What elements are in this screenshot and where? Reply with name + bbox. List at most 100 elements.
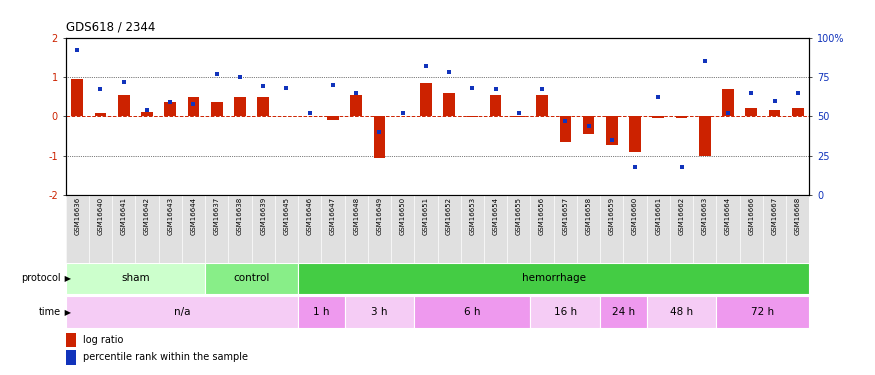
Text: GSM16657: GSM16657 bbox=[563, 197, 569, 235]
Bar bbox=[769, 110, 780, 116]
Text: GSM16666: GSM16666 bbox=[748, 197, 754, 235]
Point bbox=[721, 110, 735, 116]
Text: percentile rank within the sample: percentile rank within the sample bbox=[83, 352, 248, 362]
Text: GSM16648: GSM16648 bbox=[354, 197, 359, 235]
Bar bbox=[66, 262, 205, 294]
Text: GSM16642: GSM16642 bbox=[144, 197, 150, 235]
Text: GSM16668: GSM16668 bbox=[794, 197, 801, 235]
Point bbox=[349, 90, 363, 96]
Point bbox=[697, 58, 711, 64]
Bar bbox=[606, 116, 618, 145]
Text: 48 h: 48 h bbox=[670, 307, 693, 317]
Bar bbox=[536, 94, 548, 116]
Point bbox=[767, 98, 781, 104]
Text: GSM16663: GSM16663 bbox=[702, 197, 708, 235]
Point bbox=[256, 83, 270, 89]
Text: GSM16655: GSM16655 bbox=[516, 197, 522, 235]
Text: GSM16647: GSM16647 bbox=[330, 197, 336, 235]
Point bbox=[651, 94, 665, 100]
Text: GSM16661: GSM16661 bbox=[655, 197, 662, 235]
Bar bbox=[298, 262, 809, 294]
Bar bbox=[717, 296, 809, 328]
Text: GSM16664: GSM16664 bbox=[725, 197, 731, 235]
Text: GSM16660: GSM16660 bbox=[632, 197, 638, 235]
Point bbox=[116, 79, 130, 85]
Point bbox=[140, 107, 154, 113]
Point bbox=[233, 74, 247, 80]
Text: GSM16659: GSM16659 bbox=[609, 197, 615, 235]
Point bbox=[628, 164, 642, 170]
Point bbox=[164, 99, 178, 105]
Bar bbox=[792, 108, 803, 116]
Bar bbox=[414, 296, 530, 328]
Text: 1 h: 1 h bbox=[313, 307, 330, 317]
Text: control: control bbox=[234, 273, 270, 284]
Text: GSM16643: GSM16643 bbox=[167, 197, 173, 235]
Text: 16 h: 16 h bbox=[554, 307, 577, 317]
Text: GSM16640: GSM16640 bbox=[97, 197, 103, 235]
Bar bbox=[490, 94, 501, 116]
Bar bbox=[257, 97, 269, 116]
Point bbox=[582, 123, 596, 129]
Point bbox=[488, 87, 502, 93]
Point bbox=[536, 87, 550, 93]
Text: GSM16646: GSM16646 bbox=[306, 197, 312, 235]
Text: ▶: ▶ bbox=[62, 308, 71, 316]
Text: GSM16637: GSM16637 bbox=[214, 197, 220, 235]
Text: GSM16656: GSM16656 bbox=[539, 197, 545, 235]
Point bbox=[70, 47, 84, 53]
Point bbox=[396, 110, 410, 116]
Text: 24 h: 24 h bbox=[612, 307, 635, 317]
Bar bbox=[350, 94, 362, 116]
Bar bbox=[444, 93, 455, 116]
Text: GSM16662: GSM16662 bbox=[678, 197, 684, 235]
Bar bbox=[676, 116, 688, 118]
Text: 3 h: 3 h bbox=[371, 307, 388, 317]
Bar bbox=[420, 83, 431, 116]
Text: GSM16638: GSM16638 bbox=[237, 197, 243, 235]
Text: protocol: protocol bbox=[22, 273, 61, 284]
Bar bbox=[327, 116, 339, 120]
Bar bbox=[66, 350, 76, 364]
Bar bbox=[374, 116, 385, 158]
Point bbox=[94, 87, 108, 93]
Text: 6 h: 6 h bbox=[464, 307, 480, 317]
Bar bbox=[513, 116, 525, 117]
Text: GSM16654: GSM16654 bbox=[493, 197, 499, 235]
Point bbox=[466, 85, 480, 91]
Point bbox=[303, 110, 317, 116]
Text: GSM16639: GSM16639 bbox=[260, 197, 266, 235]
Text: GSM16653: GSM16653 bbox=[469, 197, 475, 235]
Text: GSM16644: GSM16644 bbox=[191, 197, 197, 235]
Bar bbox=[466, 116, 478, 117]
Bar bbox=[647, 296, 717, 328]
Bar bbox=[746, 108, 757, 116]
Text: GSM16652: GSM16652 bbox=[446, 197, 452, 235]
Text: GSM16636: GSM16636 bbox=[74, 197, 80, 235]
Point bbox=[210, 71, 224, 77]
Point bbox=[558, 118, 572, 124]
Text: GSM16645: GSM16645 bbox=[284, 197, 290, 235]
Text: log ratio: log ratio bbox=[83, 335, 123, 345]
Bar bbox=[722, 89, 734, 116]
Bar bbox=[187, 97, 200, 116]
Bar bbox=[530, 296, 600, 328]
Point bbox=[512, 110, 526, 116]
Point bbox=[675, 164, 689, 170]
Bar bbox=[205, 262, 298, 294]
Text: time: time bbox=[39, 307, 61, 317]
Bar bbox=[94, 114, 106, 116]
Point bbox=[373, 129, 387, 135]
Text: 72 h: 72 h bbox=[752, 307, 774, 317]
Bar bbox=[629, 116, 640, 152]
Point bbox=[326, 82, 340, 88]
Bar bbox=[699, 116, 710, 156]
Bar bbox=[583, 116, 594, 134]
Bar bbox=[66, 333, 76, 347]
Bar bbox=[72, 79, 83, 116]
Point bbox=[745, 90, 759, 96]
Point bbox=[605, 137, 619, 143]
Point bbox=[419, 63, 433, 69]
Bar bbox=[141, 112, 153, 116]
Bar bbox=[600, 296, 647, 328]
